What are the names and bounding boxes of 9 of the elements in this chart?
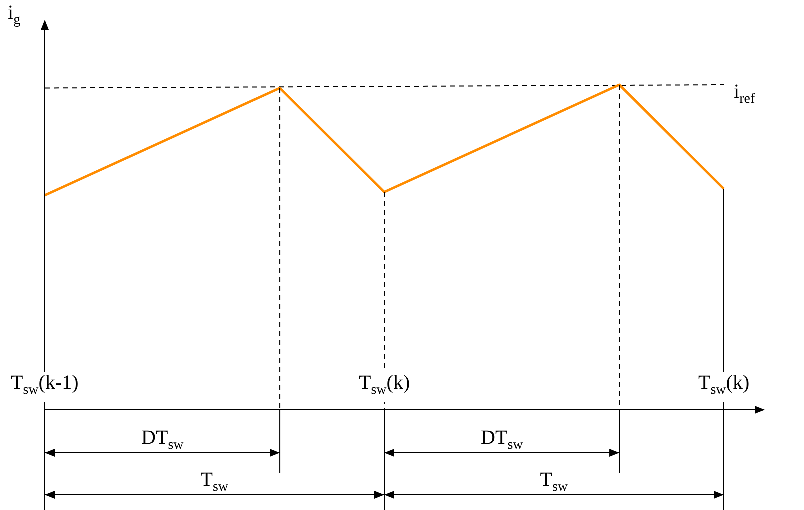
text: DT$_{sw}$ [142, 427, 184, 455]
text: T$_{sw}$ [200, 469, 229, 497]
text: DT$_{sw}$ [481, 427, 524, 455]
x-tick-label: T$_{sw}$(k) [698, 372, 750, 402]
x-tick-label: T$_{sw}$(k) [359, 372, 410, 402]
y-axis-title: i$_{g}$ [8, 2, 21, 30]
x-tick-label: T$_{sw}$(k-1) [11, 372, 79, 402]
text: T$_{sw}$ [540, 469, 568, 497]
series-label: i$_{ref}$ [734, 81, 756, 109]
